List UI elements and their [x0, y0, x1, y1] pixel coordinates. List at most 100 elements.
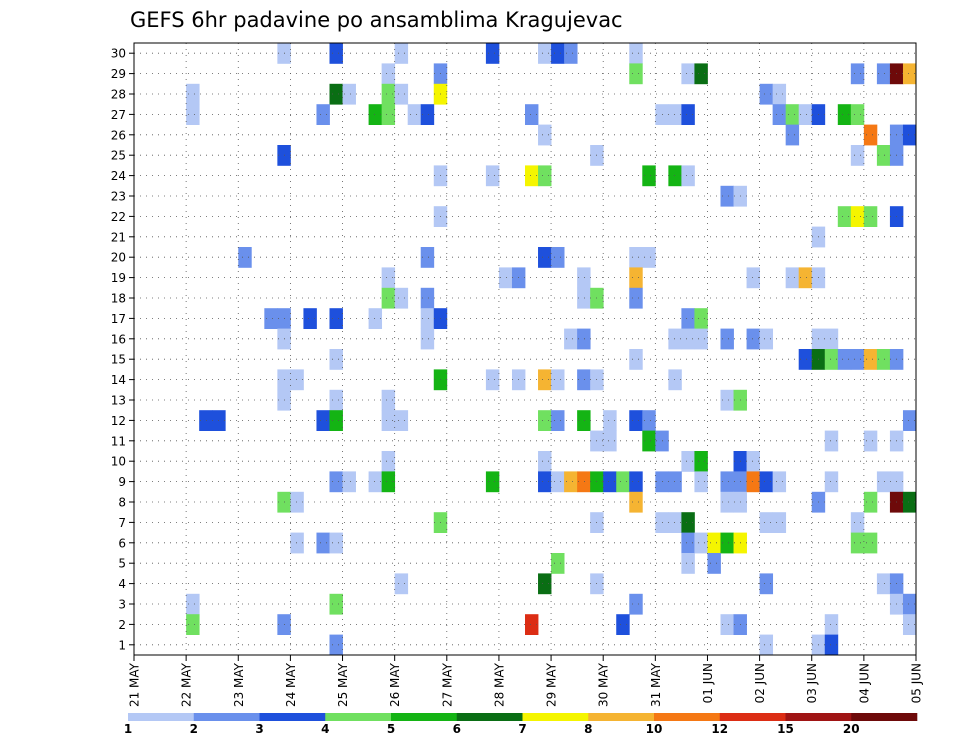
plot-grid — [134, 43, 917, 655]
heatmap-cell — [551, 471, 565, 493]
heatmap-cell — [668, 104, 682, 125]
heatmap-cell — [772, 512, 787, 533]
color-legend: 1 2 3 4 5 6 7 8 10 12 15 20 — [124, 713, 918, 736]
heatmap-cell — [538, 43, 552, 64]
heatmap-cell — [525, 614, 539, 635]
y-tick-label: 8 — [118, 496, 126, 510]
heatmap-cell — [720, 471, 734, 493]
heatmap-cell — [186, 593, 200, 615]
heatmap-cell — [850, 145, 865, 166]
heatmap-cell — [876, 63, 891, 85]
x-tick-label: 28 MAY — [492, 662, 506, 707]
heatmap-cell — [850, 63, 865, 85]
heatmap-cell — [681, 532, 695, 554]
legend-swatch — [259, 713, 326, 721]
x-tick-label: 27 MAY — [440, 662, 454, 707]
heatmap-cell — [824, 634, 839, 656]
heatmap-cell — [681, 328, 695, 350]
heatmap-cell — [564, 471, 578, 493]
heatmap-cell — [368, 308, 383, 329]
heatmap-cell — [850, 206, 865, 227]
heatmap-cell — [316, 104, 330, 125]
heatmap-cell — [798, 104, 813, 125]
heatmap-cell — [863, 491, 878, 513]
y-tick-label: 30 — [111, 47, 126, 61]
heatmap-cell — [329, 593, 343, 615]
heatmap-cell — [394, 287, 409, 309]
legend-swatch — [522, 713, 589, 721]
x-tick-label: 24 MAY — [284, 662, 298, 707]
heatmap-cell — [407, 104, 422, 125]
heatmap-cell — [876, 145, 891, 166]
plot-frame — [133, 42, 917, 656]
heatmap-cell — [902, 491, 917, 513]
legend-swatch — [128, 713, 195, 721]
y-tick-label: 25 — [111, 149, 126, 163]
heatmap-cell — [759, 634, 774, 656]
heatmap-cell — [694, 328, 708, 350]
y-tick-label: 24 — [111, 169, 126, 183]
legend-swatch — [193, 713, 260, 721]
heatmap-cell — [381, 267, 396, 289]
heatmap-cell — [798, 267, 813, 289]
heatmap-cell — [186, 614, 200, 635]
y-tick-label: 22 — [111, 210, 126, 224]
x-tick-label: 21 MAY — [128, 662, 142, 707]
heatmap-cells — [186, 43, 917, 656]
heatmap-cell — [837, 206, 852, 227]
heatmap-cell — [420, 104, 435, 125]
x-tick-label: 25 MAY — [336, 662, 350, 707]
heatmap-cell — [746, 267, 760, 289]
heatmap-cell — [381, 104, 396, 125]
heatmap-cell — [186, 83, 200, 105]
heatmap-cell — [824, 328, 839, 350]
heatmap-cell — [329, 410, 343, 431]
heatmap-cell — [394, 410, 409, 431]
heatmap-cell — [368, 471, 383, 493]
heatmap-cell — [538, 247, 552, 268]
y-tick-label: 2 — [118, 618, 126, 632]
heatmap-cell — [707, 553, 721, 574]
heatmap-cell — [681, 104, 695, 125]
legend-label: 4 — [321, 722, 329, 736]
y-tick-label: 20 — [111, 251, 126, 265]
y-tick-label: 26 — [111, 128, 126, 142]
heatmap-cell — [785, 104, 800, 125]
heatmap-cell — [485, 43, 500, 64]
heatmap-cell — [316, 532, 330, 554]
y-axis: 1234567891011121314151617181920212223242… — [111, 47, 134, 652]
legend-label: 6 — [453, 722, 461, 736]
heatmap-cell — [668, 165, 682, 187]
heatmap-cell — [564, 328, 578, 350]
legend-label: 20 — [843, 722, 860, 736]
heatmap-cell — [668, 471, 682, 493]
heatmap-cell — [759, 573, 774, 595]
y-tick-label: 18 — [111, 292, 126, 306]
heatmap-cell — [694, 471, 708, 493]
heatmap-cell — [850, 349, 865, 370]
x-tick-label: 04 JUN — [857, 663, 871, 703]
heatmap-cell — [759, 471, 774, 493]
heatmap-cell — [329, 471, 343, 493]
x-axis: 21 MAY 22 MAY 23 MAY 24 MAY 25 MAY 26 MAY 27 M… — [128, 655, 924, 707]
y-tick-label: 27 — [111, 108, 126, 122]
y-tick-label: 1 — [118, 638, 126, 652]
heatmap-cell — [642, 410, 656, 431]
heatmap-cell — [538, 471, 552, 493]
heatmap-cell — [824, 430, 839, 452]
heatmap-cell — [694, 532, 708, 554]
x-tick-label: 31 MAY — [649, 662, 663, 707]
heatmap-cell — [538, 573, 552, 595]
heatmap-cell — [629, 349, 643, 370]
heatmap-cell — [629, 43, 643, 64]
heatmap-cell — [329, 532, 343, 554]
heatmap-cell — [629, 593, 643, 615]
y-tick-label: 10 — [111, 455, 126, 469]
heatmap-cell — [863, 430, 878, 452]
y-tick-label: 4 — [118, 577, 126, 591]
heatmap-cell — [264, 308, 278, 329]
x-tick-label: 05 JUN — [910, 663, 924, 703]
x-tick-label: 26 MAY — [388, 662, 402, 707]
heatmap-cell — [850, 104, 865, 125]
